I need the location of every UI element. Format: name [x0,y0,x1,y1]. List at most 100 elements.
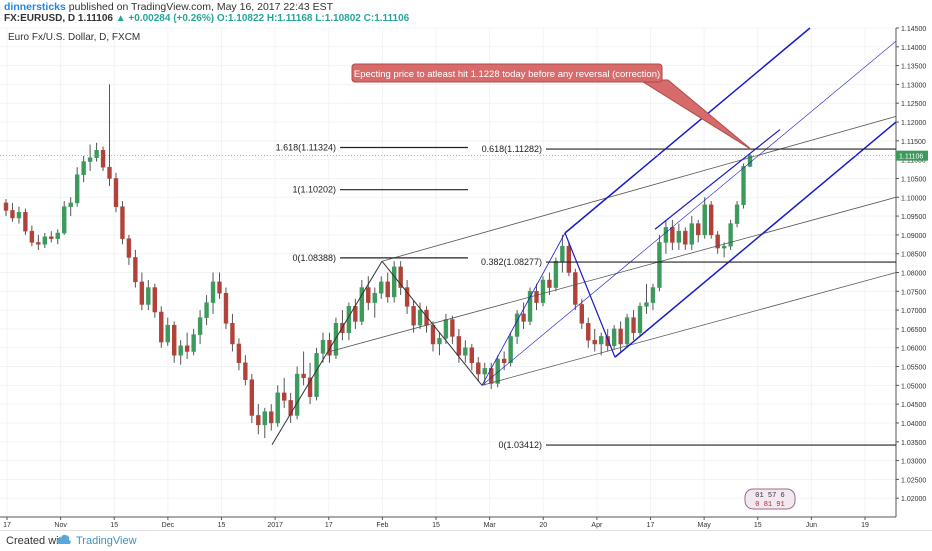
candle-body [398,266,403,288]
candle [715,231,720,254]
x-tick-label: 15 [110,522,118,529]
pitchfork-median [481,40,897,386]
candle [243,355,248,386]
x-tick-label: 15 [754,522,762,529]
candle [55,229,60,245]
candle-body [314,353,319,397]
candle [256,404,261,435]
candle [217,272,222,299]
fib-label: 0(1.03412) [498,440,542,450]
tradingview-brand-link[interactable]: TradingView [76,535,137,547]
candle-body [68,202,73,207]
candle-body [469,347,474,364]
candle [663,219,669,254]
candle-body [514,313,520,337]
candle-body [81,161,86,175]
fib-levels: 1.618(1.11324) 1(1.10202) 0(1.08388) 0(1.03… [276,142,896,450]
candle-body [495,358,500,384]
y-tick-label: 1.12500 [901,101,926,108]
candle-body [430,324,436,345]
candle-body [262,411,267,426]
y-tick-label: 1.13000 [901,82,926,89]
candle [417,302,423,329]
candle [146,280,151,311]
pitchfork-handle [481,232,566,386]
candle [618,321,623,352]
candles [3,84,753,439]
candle [139,272,145,311]
candle-body [10,210,15,219]
y-tick-label: 1.11000 [901,158,926,165]
candle-body [320,339,326,354]
candle-body [204,302,209,318]
drawings [0,27,897,446]
channel-median [329,196,897,352]
candle-body [327,339,332,356]
y-tick-label: 1.06000 [901,346,926,353]
candle [592,328,597,352]
stamp-row1: 01 57 6 [755,492,784,500]
grid [0,27,896,517]
callout-text: Epecting price to atleast hit 1.1228 tod… [354,69,660,80]
author-link[interactable]: dinnersticks [4,1,66,13]
candle [644,283,649,314]
x-tick-label: 17 [325,522,333,529]
y-tick-label: 1.07000 [901,308,926,315]
candle-body [501,358,507,364]
chart-header: dinnersticks published on TradingView.co… [0,0,932,28]
candle [81,155,86,183]
x-tick-label: 19 [861,522,869,529]
y-tick-label: 1.09000 [901,233,926,240]
current-price-marker: 1.11106 [896,150,928,161]
candle [372,287,377,318]
candle-body [611,328,617,347]
candle-body [605,336,610,347]
y-tick-label: 1.09500 [901,214,926,221]
candle [728,219,733,250]
candle [566,242,572,277]
pitchfork-lower [614,121,897,358]
candle [249,374,255,423]
candle [573,268,578,311]
candle-body [721,245,727,249]
candle [29,225,35,247]
pitchfork-inner [654,129,781,230]
pitchfork-upper [564,27,811,234]
candle-body [676,230,682,243]
candle-body [301,373,306,379]
candle [165,317,170,346]
candle [223,287,229,329]
y-tick-label: 1.06500 [901,327,926,334]
y-tick-label: 1.12000 [901,120,926,127]
candle [74,167,80,207]
candle [734,201,740,228]
y-tick-label: 1.13500 [901,64,926,71]
candle [379,276,384,299]
publish-line: dinnersticks published on TradingView.co… [4,1,333,13]
candle [540,276,546,307]
candle [437,332,442,356]
candle-body [165,324,170,343]
candle-body [3,202,9,211]
symbol-line: FX:EURUSD, D 1.11106 ▲ +0.00284 (+0.26%)… [4,13,409,24]
candle [657,234,662,292]
ohlc-close: C:1.11106 [363,13,410,24]
tradingview-cloud-icon [56,534,71,544]
candle-body [74,174,80,204]
candle-body [547,279,552,288]
candle-body [443,319,449,339]
candle-body [573,272,578,305]
candle [553,257,559,292]
candle [624,313,630,348]
candle-body [379,281,384,294]
candle [178,340,183,365]
y-tick-label: 1.04500 [901,402,926,409]
x-tick-label: Jun [806,522,817,529]
candle [689,216,694,250]
candle-body [249,379,255,416]
candle-body [702,204,707,236]
candle [197,310,203,344]
candle-body [670,227,675,243]
price-chart[interactable]: 1.14500 1.14000 1.13500 1.13000 1.12500 1.120… [0,0,932,530]
candle [482,362,487,386]
